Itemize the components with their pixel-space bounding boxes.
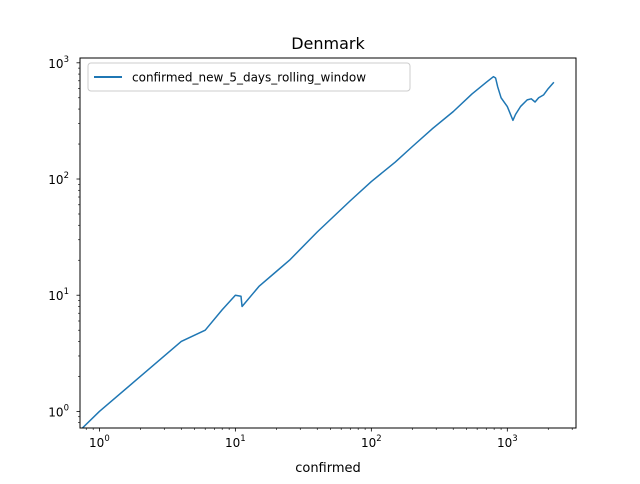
legend-label: confirmed_new_5_days_rolling_window	[132, 71, 366, 85]
legend: confirmed_new_5_days_rolling_window	[88, 63, 410, 91]
chart-title: Denmark	[291, 34, 365, 53]
plot-background	[80, 58, 576, 428]
plot-area	[80, 58, 576, 428]
x-axis-label: confirmed	[295, 461, 361, 476]
